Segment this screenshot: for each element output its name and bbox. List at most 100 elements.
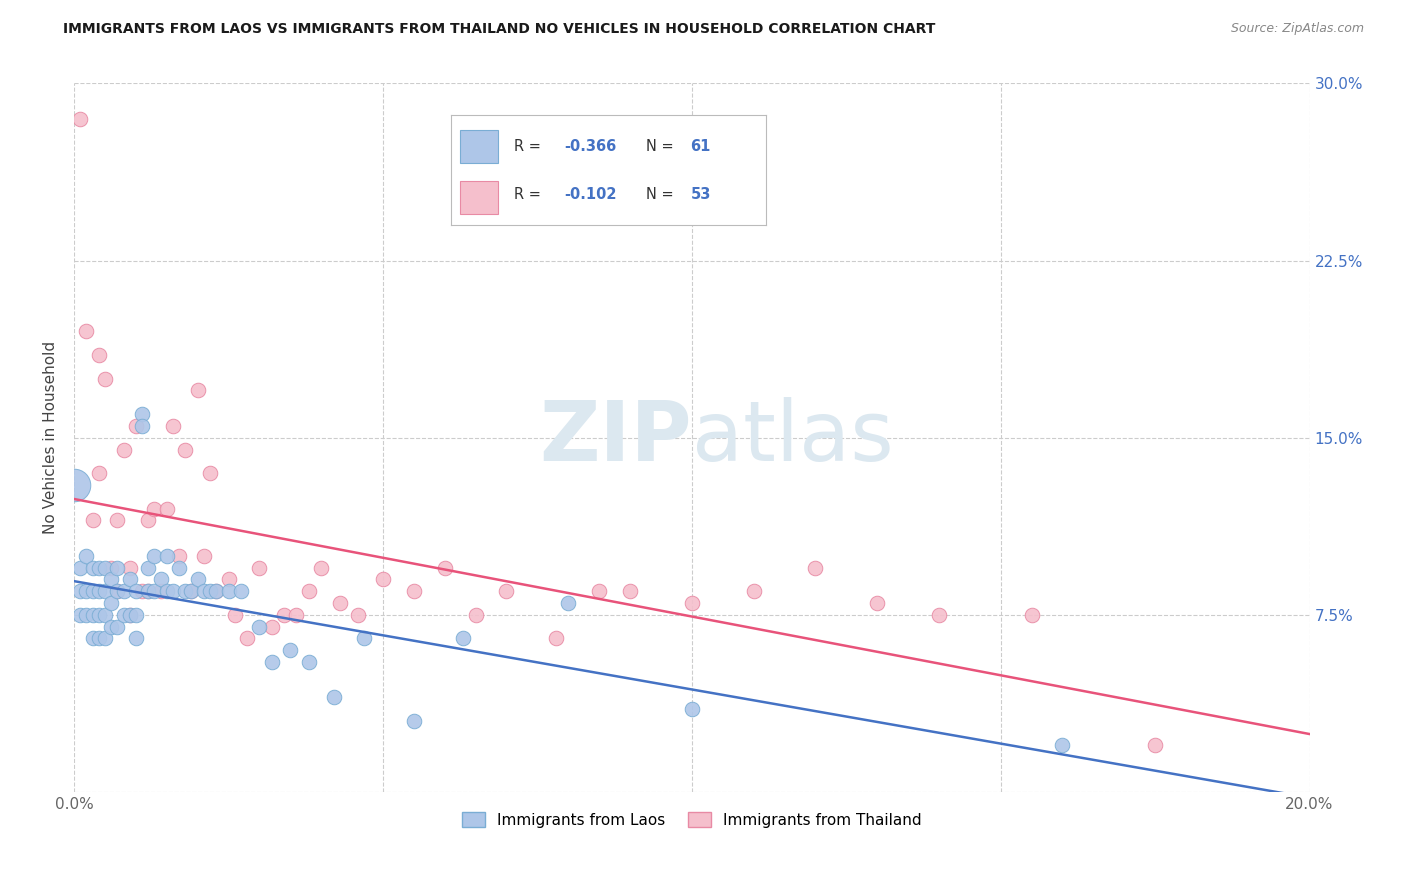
- Point: [353, 632, 375, 646]
- Point: [82, 632, 104, 646]
- Point: [1021, 607, 1043, 622]
- Point: [681, 702, 703, 716]
- Point: [167, 549, 190, 563]
- Point: [156, 549, 179, 563]
- Point: [94, 632, 117, 646]
- Point: [105, 620, 128, 634]
- Point: [619, 584, 641, 599]
- Point: [224, 607, 246, 622]
- Point: [371, 573, 394, 587]
- Point: [804, 560, 827, 574]
- Point: [105, 560, 128, 574]
- Point: [136, 560, 159, 574]
- Point: [143, 584, 166, 599]
- Y-axis label: No Vehicles in Household: No Vehicles in Household: [44, 341, 58, 534]
- Point: [94, 372, 117, 386]
- Point: [131, 407, 153, 421]
- Point: [1144, 738, 1167, 752]
- Point: [495, 584, 517, 599]
- Point: [94, 584, 117, 599]
- Point: [87, 348, 110, 362]
- Point: [75, 325, 97, 339]
- Point: [433, 560, 456, 574]
- Point: [236, 632, 259, 646]
- Point: [100, 596, 122, 610]
- Point: [87, 607, 110, 622]
- Point: [94, 607, 117, 622]
- Point: [193, 549, 215, 563]
- Point: [347, 607, 370, 622]
- Point: [866, 596, 889, 610]
- Point: [118, 607, 141, 622]
- Point: [285, 607, 308, 622]
- Point: [149, 584, 172, 599]
- Text: ZIP: ZIP: [540, 397, 692, 478]
- Point: [82, 584, 104, 599]
- Point: [329, 596, 352, 610]
- Point: [75, 607, 97, 622]
- Point: [180, 584, 202, 599]
- Point: [125, 632, 148, 646]
- Point: [198, 466, 221, 480]
- Point: [544, 632, 567, 646]
- Point: [82, 607, 104, 622]
- Text: Source: ZipAtlas.com: Source: ZipAtlas.com: [1230, 22, 1364, 36]
- Point: [174, 584, 197, 599]
- Point: [75, 584, 97, 599]
- Point: [278, 643, 301, 657]
- Point: [247, 560, 270, 574]
- Point: [125, 418, 148, 433]
- Point: [174, 442, 197, 457]
- Point: [193, 584, 215, 599]
- Point: [125, 584, 148, 599]
- Point: [309, 560, 332, 574]
- Point: [82, 560, 104, 574]
- Point: [180, 584, 202, 599]
- Point: [69, 560, 91, 574]
- Point: [112, 607, 135, 622]
- Point: [298, 584, 321, 599]
- Point: [247, 620, 270, 634]
- Point: [100, 560, 122, 574]
- Point: [112, 584, 135, 599]
- Point: [742, 584, 765, 599]
- Point: [105, 584, 128, 599]
- Point: [322, 690, 344, 705]
- Point: [112, 442, 135, 457]
- Point: [167, 560, 190, 574]
- Point: [136, 584, 159, 599]
- Point: [218, 584, 240, 599]
- Point: [187, 384, 209, 398]
- Point: [162, 584, 184, 599]
- Point: [100, 620, 122, 634]
- Point: [149, 573, 172, 587]
- Point: [402, 714, 425, 728]
- Point: [681, 596, 703, 610]
- Point: [928, 607, 950, 622]
- Point: [156, 584, 179, 599]
- Point: [125, 607, 148, 622]
- Point: [260, 620, 283, 634]
- Point: [205, 584, 228, 599]
- Point: [87, 584, 110, 599]
- Point: [105, 584, 128, 599]
- Point: [464, 607, 486, 622]
- Point: [143, 501, 166, 516]
- Point: [118, 607, 141, 622]
- Point: [136, 513, 159, 527]
- Point: [131, 584, 153, 599]
- Point: [205, 584, 228, 599]
- Point: [260, 655, 283, 669]
- Point: [557, 596, 579, 610]
- Point: [218, 573, 240, 587]
- Point: [118, 560, 141, 574]
- Point: [162, 418, 184, 433]
- Point: [156, 501, 179, 516]
- Point: [75, 549, 97, 563]
- Point: [143, 549, 166, 563]
- Point: [69, 584, 91, 599]
- Point: [229, 584, 252, 599]
- Point: [87, 466, 110, 480]
- Text: IMMIGRANTS FROM LAOS VS IMMIGRANTS FROM THAILAND NO VEHICLES IN HOUSEHOLD CORREL: IMMIGRANTS FROM LAOS VS IMMIGRANTS FROM …: [63, 22, 935, 37]
- Point: [198, 584, 221, 599]
